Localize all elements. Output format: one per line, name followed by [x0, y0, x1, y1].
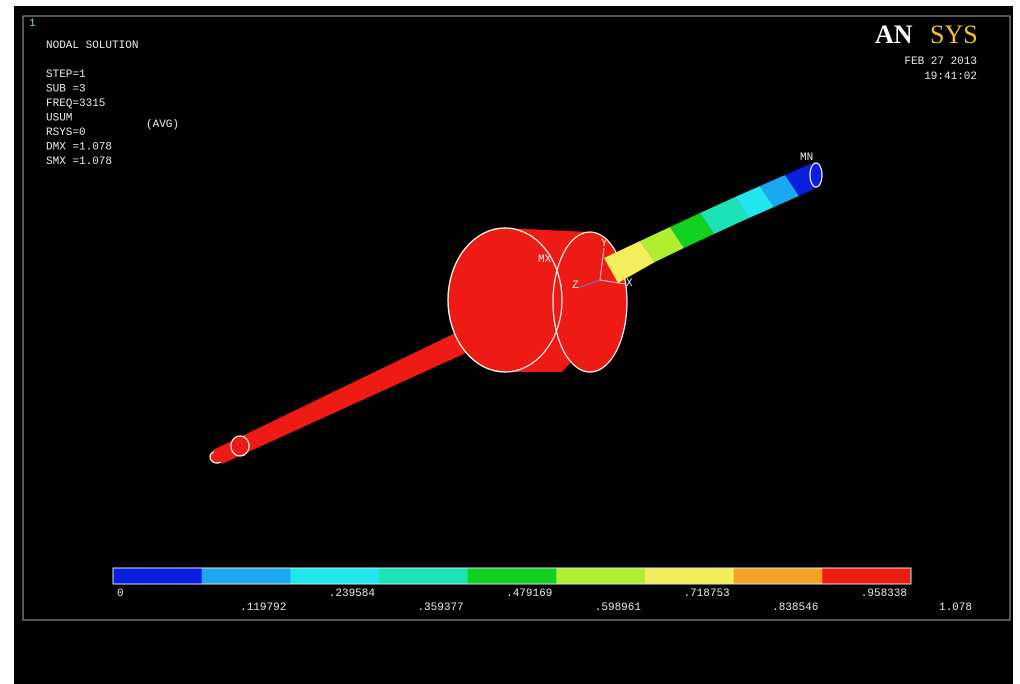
legend-swatch — [645, 568, 734, 584]
info-line: STEP=1 — [46, 69, 86, 81]
info-line: FREQ=3315 — [46, 98, 105, 110]
shaft-step — [231, 436, 249, 456]
legend-label: 1.078 — [939, 602, 972, 614]
legend-swatch — [822, 568, 911, 584]
legend-label: .479169 — [506, 588, 552, 600]
triad-y-label: Y — [601, 238, 608, 250]
max-marker: MX — [538, 254, 552, 266]
legend-swatch — [113, 568, 202, 584]
date: FEB 27 2013 — [904, 56, 977, 68]
legend-swatch — [556, 568, 645, 584]
time: 19:41:02 — [924, 71, 977, 83]
logo-sys: SYS — [930, 20, 978, 49]
shaft-tip — [810, 163, 822, 187]
legend-label: .958338 — [861, 588, 907, 600]
legend-swatch — [290, 568, 379, 584]
legend-label: .718753 — [683, 588, 729, 600]
legend-label: .359377 — [417, 602, 463, 614]
info-line: RSYS=0 — [46, 127, 86, 139]
info-line: SUB =3 — [46, 84, 86, 96]
avg-label: (AVG) — [146, 119, 179, 131]
triad-x-label: X — [626, 278, 633, 290]
legend-swatch — [734, 568, 823, 584]
legend-swatch — [379, 568, 468, 584]
legend-label: .119792 — [240, 602, 286, 614]
triad-z-label: Z — [572, 280, 579, 292]
window-number: 1 — [29, 18, 36, 30]
legend-label: .239584 — [329, 588, 376, 600]
legend-label: .598961 — [595, 602, 642, 614]
info-line: NODAL SOLUTION — [46, 40, 138, 52]
min-marker: MN — [800, 152, 813, 164]
legend-swatch — [468, 568, 557, 584]
screenshot: 1 (AVG) AN SYS FEB 27 2013 19:41:02 Y Z … — [0, 0, 1020, 684]
info-line: DMX =1.078 — [46, 142, 112, 154]
legend-label: 0 — [117, 588, 124, 600]
logo-an: AN — [875, 20, 913, 49]
info-line: SMX =1.078 — [46, 156, 112, 168]
legend-swatch — [202, 568, 291, 584]
info-line: USUM — [46, 113, 72, 125]
legend-label: .838546 — [772, 602, 818, 614]
